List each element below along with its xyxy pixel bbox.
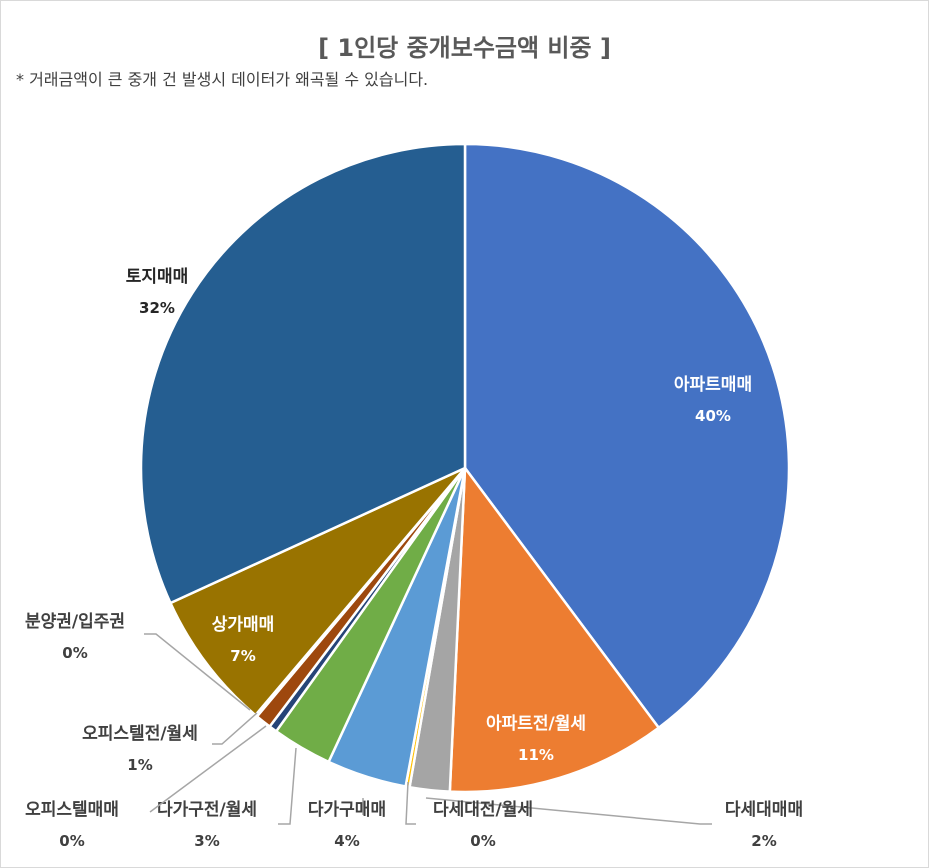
slice-label: 분양권/입주권 bbox=[25, 612, 125, 632]
slice-label: 오피스텔매매 bbox=[25, 800, 119, 820]
slice-percent-label: 0% bbox=[62, 644, 87, 662]
pie-slices bbox=[139, 142, 791, 794]
slice-label: 다세대전/월세 bbox=[433, 800, 533, 820]
slice-label: 토지매매 bbox=[126, 267, 189, 287]
pie-slice bbox=[463, 142, 791, 729]
leader-line bbox=[278, 747, 297, 825]
slice-percent-label: 1% bbox=[127, 756, 152, 774]
slice-label: 상가매매 bbox=[212, 615, 275, 635]
slice-label: 오피스텔전/월세 bbox=[82, 724, 198, 744]
slice-label: 다가구전/월세 bbox=[157, 800, 257, 820]
pie-slice bbox=[448, 466, 660, 794]
pie-slice bbox=[139, 142, 467, 605]
slice-percent-label: 0% bbox=[470, 832, 495, 850]
slice-percent-label: 0% bbox=[59, 832, 84, 850]
leader-line bbox=[212, 712, 258, 745]
slice-percent-label: 2% bbox=[751, 832, 776, 850]
leader-line bbox=[149, 725, 267, 813]
slice-percent-label: 7% bbox=[230, 647, 255, 665]
slice-label: 아파트매매 bbox=[674, 375, 752, 395]
slice-percent-label: 11% bbox=[518, 746, 554, 764]
slice-percent-label: 32% bbox=[139, 299, 175, 317]
slice-label: 아파트전/월세 bbox=[486, 714, 586, 734]
leader-line bbox=[405, 781, 416, 825]
leader-line bbox=[144, 633, 251, 711]
slice-label: 다가구매매 bbox=[308, 800, 386, 820]
slice-percent-label: 40% bbox=[695, 407, 731, 425]
slice-percent-label: 3% bbox=[194, 832, 219, 850]
chart-subtitle: * 거래금액이 큰 중개 건 발생시 데이터가 왜곡될 수 있습니다. bbox=[16, 70, 429, 89]
slice-label: 다세대매매 bbox=[725, 800, 803, 820]
chart-title: [ 1인당 중개보수금액 비중 ] bbox=[318, 34, 611, 62]
slice-percent-label: 4% bbox=[334, 832, 359, 850]
pie-slice bbox=[169, 466, 467, 717]
pie-labels: 아파트매매 40% 아파트전/월세 11% 다세대매매 2% 다세대전/월세 0% 다가구매매 4… bbox=[25, 267, 803, 850]
leader-line bbox=[425, 797, 712, 825]
